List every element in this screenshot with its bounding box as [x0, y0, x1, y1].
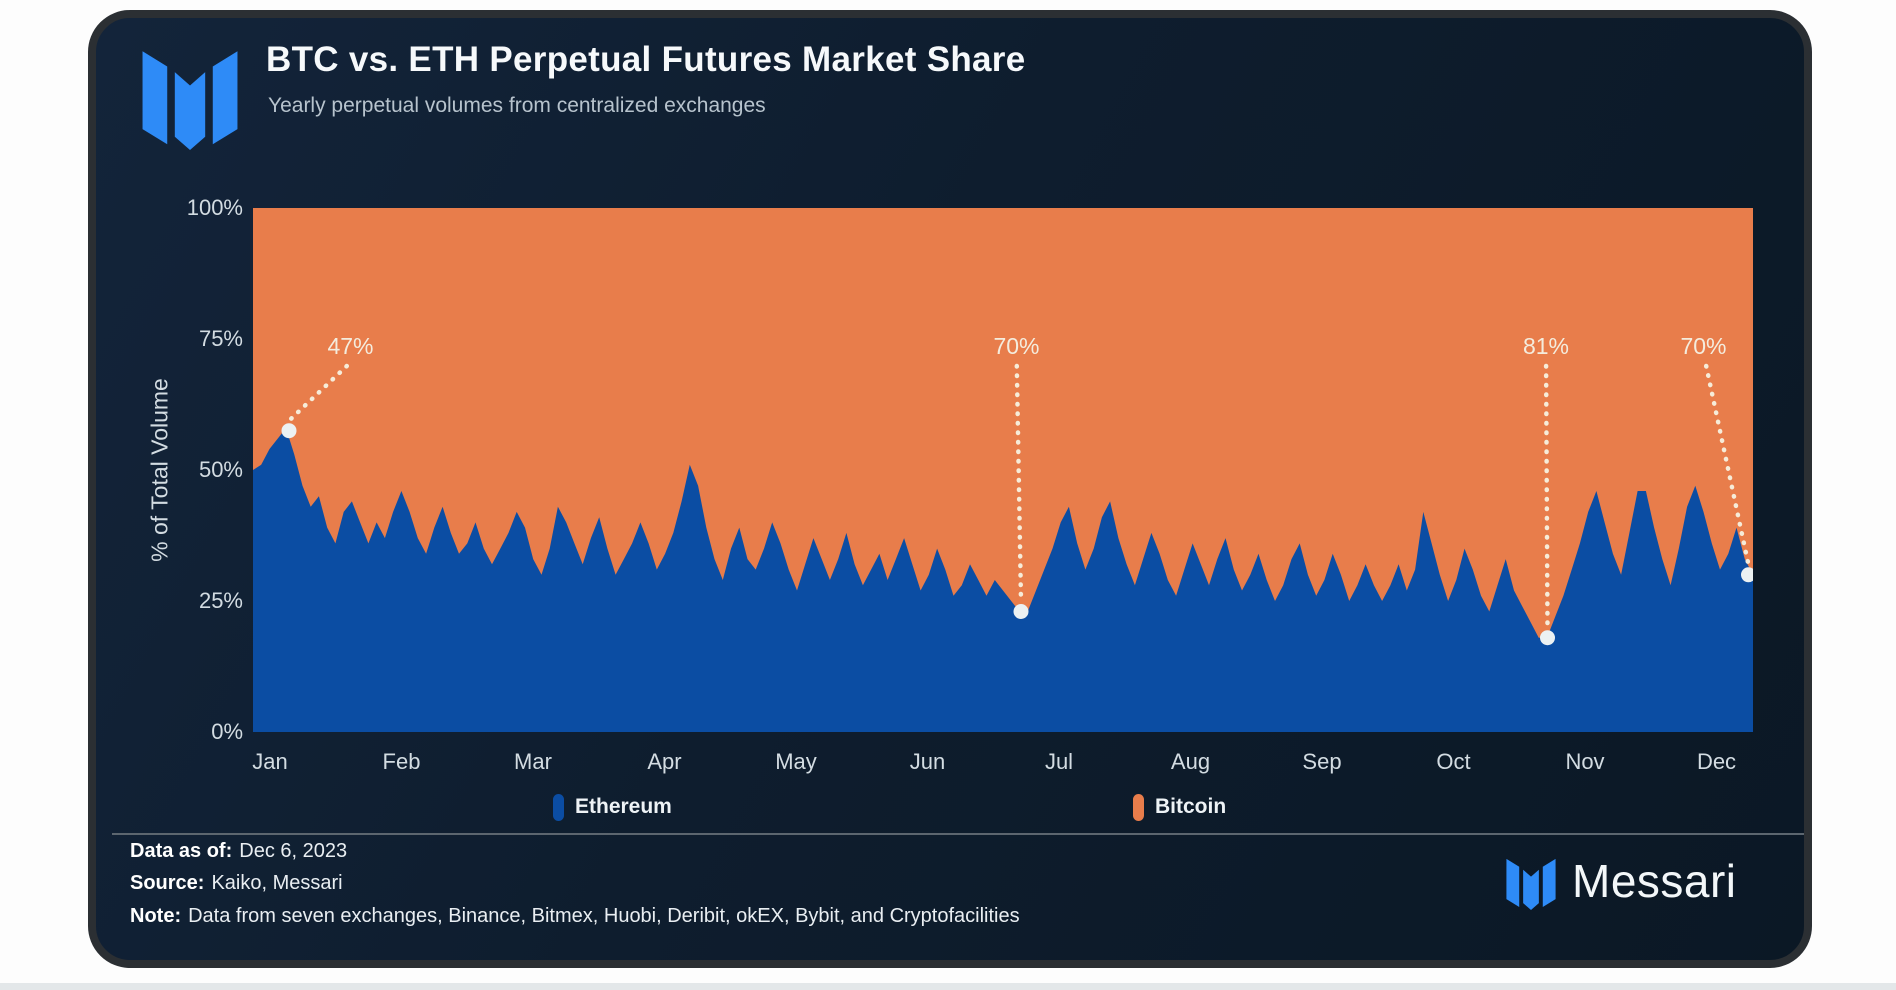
- annotation-dot: [281, 423, 297, 439]
- x-tick-label: Jan: [252, 749, 288, 774]
- annotation-btc-70-dec: 70%: [1680, 333, 1727, 359]
- y-tick-label: 50%: [198, 457, 243, 482]
- ethereum-swatch-icon: [553, 793, 564, 821]
- annotation-dot: [1013, 604, 1029, 619]
- annotation-dot: [1741, 567, 1753, 583]
- footer-divider: [112, 833, 1804, 835]
- footer-data-as-of: Data as of: Dec 6, 2023: [130, 840, 347, 863]
- y-tick-label: 0%: [211, 719, 243, 744]
- messari-logo-small-icon: [1506, 858, 1556, 910]
- note-label: Note:: [130, 905, 182, 927]
- annotation-leader-line: [1543, 363, 1550, 630]
- annotation-leader-line: [286, 363, 350, 423]
- source-label: Source:: [130, 872, 205, 894]
- annotation-btc-47: 47%: [327, 333, 374, 359]
- page-title: BTC vs. ETH Perpetual Futures Market Sha…: [266, 40, 1026, 79]
- data-as-of-value: Dec 6, 2023: [239, 840, 348, 862]
- x-tick-label: May: [775, 749, 817, 774]
- annotation-btc-81: 81%: [1522, 333, 1570, 359]
- legend-item-bitcoin: Bitcoin: [1133, 792, 1226, 822]
- legend-label-ethereum: Ethereum: [575, 795, 672, 818]
- annotation-leader-line: [1703, 363, 1751, 568]
- legend-label-bitcoin: Bitcoin: [1155, 795, 1227, 818]
- annotation-dot: [1540, 630, 1555, 646]
- y-tick-label: 100%: [186, 195, 243, 220]
- x-tick-label: Sep: [1302, 749, 1342, 774]
- footer-source: Source: Kaiko, Messari: [130, 872, 343, 895]
- note-value: Data from seven exchanges, Binance, Bitm…: [188, 905, 1020, 927]
- brand-wordmark: Messari: [1572, 855, 1737, 907]
- page-subtitle: Yearly perpetual volumes from centralize…: [268, 94, 766, 117]
- chart-card: BTC vs. ETH Perpetual Futures Market Sha…: [88, 10, 1812, 968]
- source-value: Kaiko, Messari: [211, 872, 343, 894]
- x-tick-label: Mar: [514, 749, 552, 774]
- bottom-strip: [0, 983, 1896, 990]
- y-tick-label: 75%: [198, 326, 243, 351]
- x-tick-label: Jun: [909, 749, 946, 774]
- x-tick-label: Nov: [1565, 749, 1605, 774]
- stacked-area-plot: [253, 208, 1753, 732]
- annotation-leader-line: [1014, 363, 1024, 604]
- data-as-of-label: Data as of:: [130, 840, 233, 862]
- annotation-btc-70-jul: 70%: [993, 333, 1040, 359]
- ethereum-area: [253, 428, 1753, 732]
- bitcoin-swatch-icon: [1133, 793, 1144, 821]
- x-tick-label: Apr: [647, 749, 682, 774]
- area-chart-canvas: [253, 208, 1753, 732]
- x-tick-label: Jul: [1044, 749, 1074, 774]
- brand-lockup: Messari: [1504, 852, 1737, 910]
- messari-logo-icon: [142, 51, 238, 150]
- x-tick-label: Oct: [1436, 749, 1471, 774]
- footer-note: Note: Data from seven exchanges, Binance,…: [130, 905, 1020, 928]
- legend-item-ethereum: Ethereum: [553, 792, 672, 822]
- x-tick-label: Feb: [382, 749, 421, 774]
- x-tick-label: Dec: [1696, 749, 1737, 774]
- y-tick-label: 25%: [198, 588, 243, 613]
- x-tick-label: Aug: [1170, 749, 1211, 774]
